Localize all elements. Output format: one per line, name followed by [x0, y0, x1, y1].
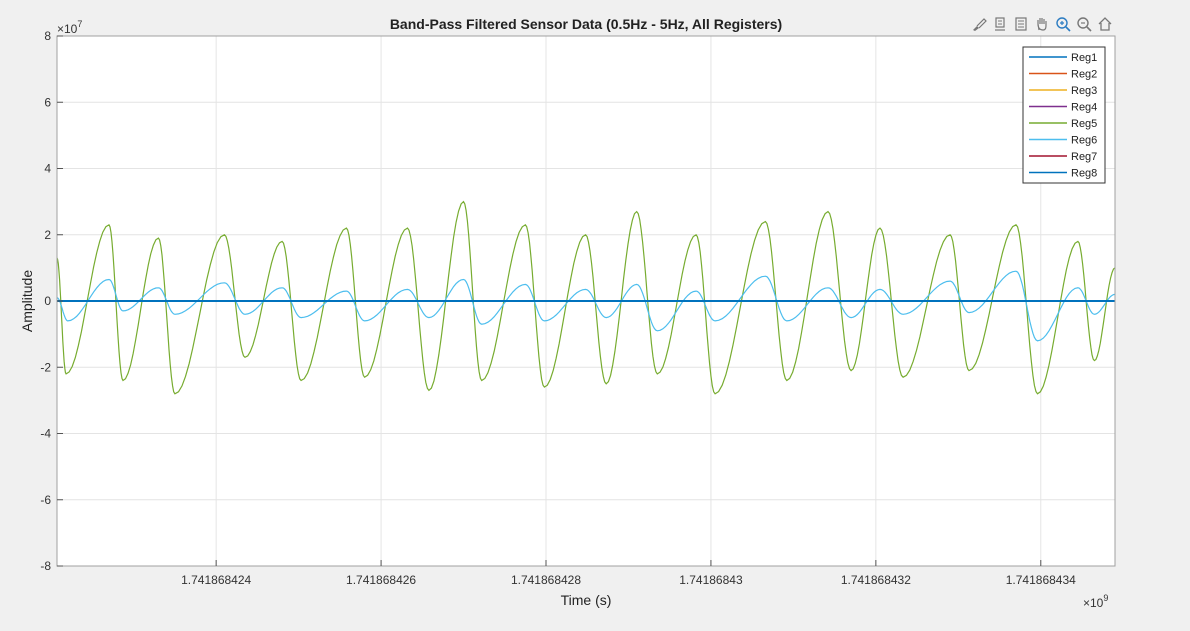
- series-line-reg6: [56, 270, 1116, 342]
- legend-label: Reg4: [1071, 102, 1097, 114]
- pan-icon[interactable]: [1032, 14, 1051, 33]
- zoom-in-icon[interactable]: [1053, 14, 1072, 33]
- x-axis-label: Time (s): [561, 592, 612, 608]
- home-icon[interactable]: [1095, 14, 1114, 33]
- y-axis-label: Amplitude: [19, 270, 35, 332]
- legend-label: Reg5: [1071, 118, 1097, 130]
- series-lines: [56, 200, 1116, 395]
- chart-title: Band-Pass Filtered Sensor Data (0.5Hz - …: [390, 16, 782, 32]
- y-tick-label: 8: [44, 29, 51, 43]
- legend-label: Reg8: [1071, 168, 1097, 180]
- y-tick-label: -2: [40, 360, 51, 374]
- y-tick-label: 0: [44, 294, 51, 308]
- x-exponent-base: ×10: [1083, 596, 1104, 610]
- x-exponent-label: ×109: [1083, 593, 1108, 610]
- series-line-reg5: [56, 200, 1116, 395]
- y-exponent-power: 7: [77, 19, 82, 29]
- legend-box: [1022, 46, 1106, 184]
- legend[interactable]: Reg1 Reg2 Reg3 Reg4 Reg5 Reg6 Reg7 Reg8: [1022, 46, 1106, 184]
- x-tick-label: 1.741868428: [511, 573, 581, 587]
- x-tick-label: 1.741868426: [346, 573, 416, 587]
- x-exponent-power: 9: [1103, 593, 1108, 603]
- x-tick-label: 1.74186843: [679, 573, 743, 587]
- y-tick-label: 6: [44, 95, 51, 109]
- legend-toggle-icon[interactable]: [1011, 14, 1030, 33]
- x-tick-label: 1.741868424: [181, 573, 251, 587]
- legend-label: Reg6: [1071, 135, 1097, 147]
- y-tick-label: -6: [40, 493, 51, 507]
- y-exponent-base: ×10: [57, 22, 78, 36]
- datatip-icon[interactable]: [990, 14, 1009, 33]
- y-tick-label: -8: [40, 559, 51, 573]
- x-tick-label: 1.741868432: [841, 573, 911, 587]
- legend-label: Reg2: [1071, 69, 1097, 81]
- axes-toolbar: [969, 14, 1114, 33]
- y-axis: -8 -6 -4 -2 0 2 4 6 8: [40, 29, 63, 573]
- x-axis: 1.741868424 1.741868426 1.741868428 1.74186…: [181, 560, 1076, 587]
- brush-icon[interactable]: [969, 14, 988, 33]
- legend-label: Reg7: [1071, 151, 1097, 163]
- x-tick-label: 1.741868434: [1006, 573, 1076, 587]
- legend-label: Reg3: [1071, 85, 1097, 97]
- y-exponent-label: ×107: [57, 19, 82, 36]
- legend-label: Reg1: [1071, 52, 1097, 64]
- y-tick-label: 2: [44, 228, 51, 242]
- zoom-out-icon[interactable]: [1074, 14, 1093, 33]
- y-tick-label: -4: [40, 427, 51, 441]
- y-tick-label: 4: [44, 162, 51, 176]
